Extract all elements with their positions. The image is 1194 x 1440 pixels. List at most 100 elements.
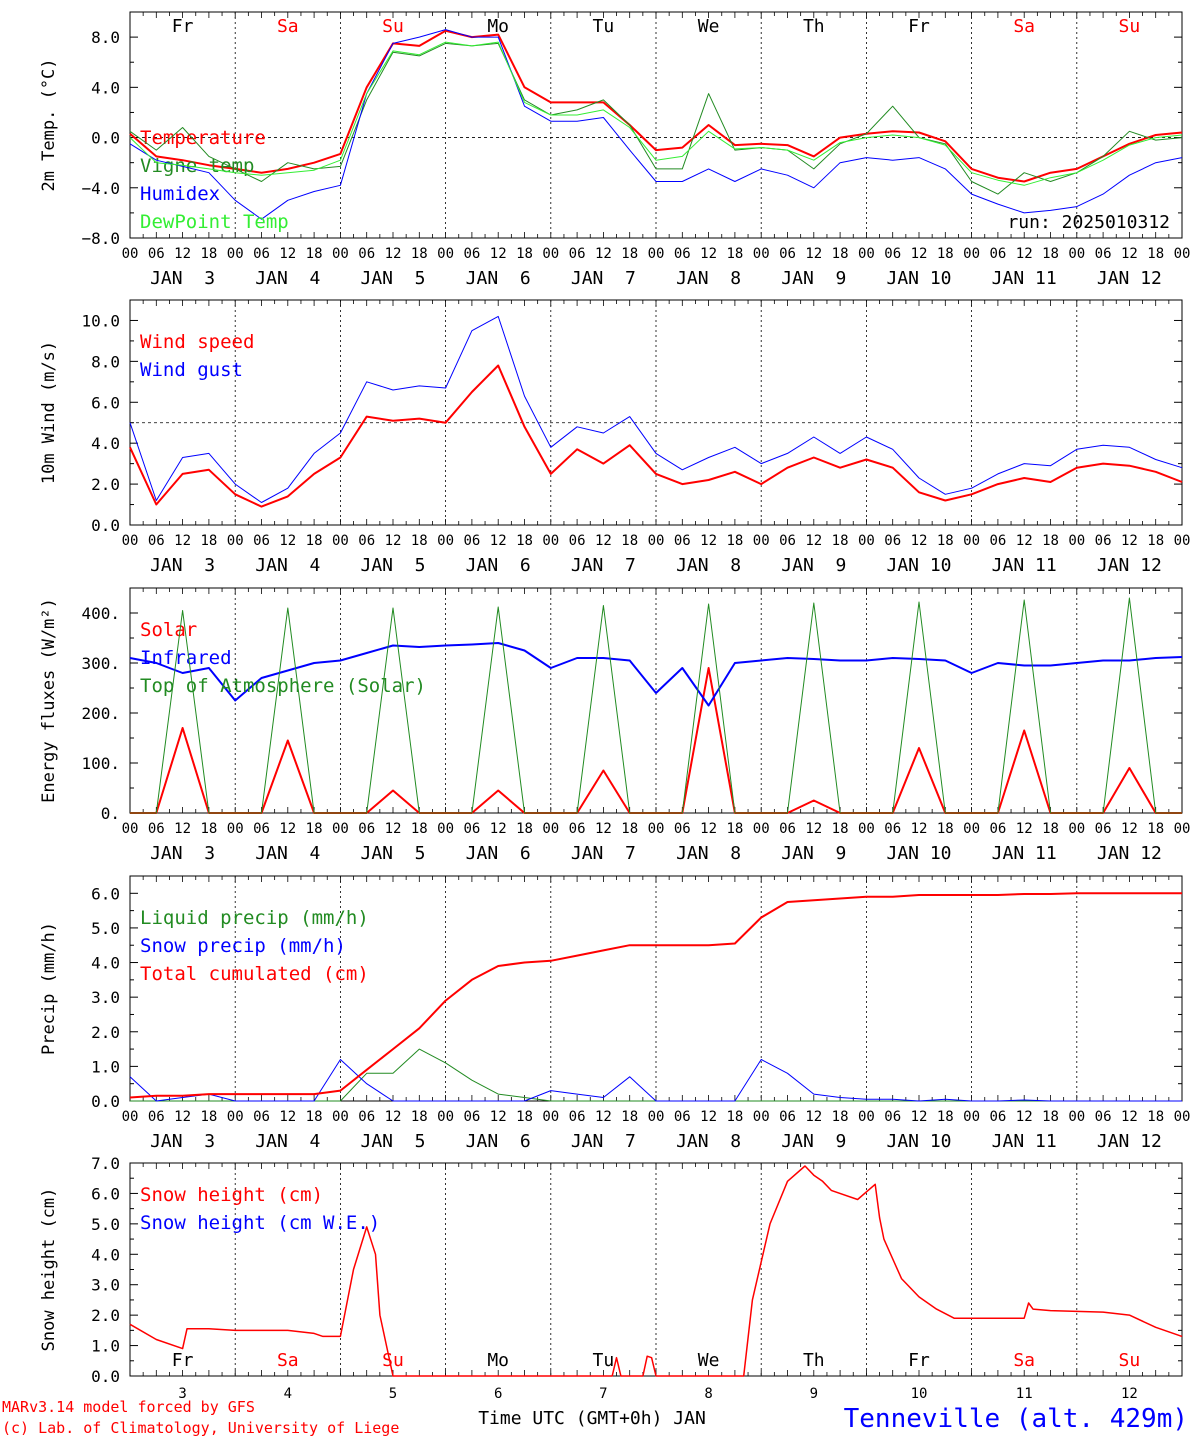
hour-tick-label: 06 (463, 533, 480, 549)
hour-tick-label: 18 (1042, 821, 1059, 837)
date-label: JAN 7 (571, 555, 636, 576)
y-tick-label: 4.0 (91, 434, 120, 453)
y-tick-label: 6.0 (91, 1184, 120, 1203)
hour-tick-label: 00 (963, 1109, 980, 1125)
hour-tick-label: 00 (963, 821, 980, 837)
hour-tick-label: 00 (1068, 1109, 1085, 1125)
day-name-label: Su (382, 16, 404, 37)
credit-line-2: (c) Lab. of Climatology, University of L… (2, 1419, 399, 1437)
y-tick-label: 5.0 (91, 919, 120, 938)
date-label: JAN 6 (466, 843, 531, 864)
date-label: JAN 4 (255, 1131, 320, 1152)
y-tick-label: 5.0 (91, 1215, 120, 1234)
date-label: JAN 5 (360, 268, 425, 289)
hour-tick-label: 18 (621, 246, 638, 262)
hour-tick-label: 18 (937, 821, 954, 837)
hour-tick-label: 06 (779, 533, 796, 549)
series-line-wind-gust (129, 315, 1183, 503)
y-tick-label: 0.0 (91, 1367, 120, 1386)
panel-3: 0. 100. 200. 300. 400. Energy fluxes (W/m²) So… (39, 587, 1191, 864)
date-label: JAN 11 (992, 843, 1057, 864)
date-label: JAN 11 (992, 1131, 1057, 1152)
hour-tick-label: 12 (1016, 533, 1033, 549)
hour-tick-label: 06 (253, 246, 270, 262)
hour-tick-label: 00 (858, 821, 875, 837)
legend-entry: Infrared (140, 647, 232, 669)
day-name-label: Fr (172, 16, 194, 37)
hour-tick-label: 12 (1121, 246, 1138, 262)
day-number-label: 7 (599, 1386, 607, 1402)
hour-tick-label: 00 (648, 1109, 665, 1125)
hour-tick-label: 12 (595, 821, 612, 837)
hour-tick-label: 12 (595, 246, 612, 262)
date-label: JAN 12 (1097, 1131, 1162, 1152)
day-number-label: 8 (704, 1386, 712, 1402)
hour-tick-label: 18 (726, 1109, 743, 1125)
hour-tick-label: 00 (1174, 246, 1191, 262)
date-label: JAN 9 (781, 268, 846, 289)
hour-tick-label: 12 (174, 1109, 191, 1125)
hour-tick-label: 00 (122, 533, 139, 549)
legend-entry: Snow height (cm W.E.) (140, 1212, 380, 1234)
day-number-label: 6 (494, 1386, 502, 1402)
hour-tick-label: 12 (805, 533, 822, 549)
hour-tick-label: 00 (1174, 821, 1191, 837)
series-line-top-of-atmosphere-solar- (130, 597, 1182, 814)
hour-tick-label: 18 (621, 1109, 638, 1125)
hour-tick-label: 12 (700, 1109, 717, 1125)
hour-tick-label: 18 (411, 533, 428, 549)
date-label: JAN 5 (360, 1131, 425, 1152)
hour-tick-label: 06 (358, 1109, 375, 1125)
hour-tick-label: 06 (358, 246, 375, 262)
series-line-infrared (129, 642, 1183, 707)
day-name-label: Th (803, 16, 825, 37)
hour-tick-label: 18 (621, 533, 638, 549)
hour-tick-label: 00 (437, 821, 454, 837)
hour-tick-label: 06 (884, 821, 901, 837)
station-name: Tenneville (alt. 429m) (844, 1404, 1188, 1434)
hour-tick-label: 06 (884, 533, 901, 549)
panel-4: 0.0 1.0 2.0 3.0 4.0 5.0 6.0 Precip (mm/h) Liquid… (39, 875, 1190, 1152)
hour-tick-label: 06 (253, 533, 270, 549)
date-label: JAN 7 (571, 843, 636, 864)
hour-tick-label: 00 (1068, 246, 1085, 262)
y-tick-label: 2.0 (91, 1306, 120, 1325)
day-name-label: Sa (277, 16, 299, 37)
hour-tick-label: 12 (385, 246, 402, 262)
hour-tick-label: 06 (674, 1109, 691, 1125)
y-tick-label: 0. (101, 804, 120, 823)
hour-tick-label: 00 (542, 246, 559, 262)
hour-tick-label: 00 (963, 533, 980, 549)
hour-tick-label: 12 (911, 1109, 928, 1125)
day-name-label: Fr (908, 1350, 930, 1371)
hour-tick-label: 18 (1042, 246, 1059, 262)
legend-entry: Temperature (140, 127, 266, 149)
hour-tick-label: 18 (832, 246, 849, 262)
hour-tick-label: 18 (1147, 1109, 1164, 1125)
hour-tick-label: 06 (1095, 1109, 1112, 1125)
day-number-label: 11 (1016, 1386, 1033, 1402)
hour-tick-label: 18 (306, 246, 323, 262)
hour-tick-label: 18 (200, 246, 217, 262)
hour-tick-label: 00 (1174, 533, 1191, 549)
hour-tick-label: 12 (174, 246, 191, 262)
y-axis-label: 2m Temp. (°C) (39, 58, 59, 191)
hour-tick-label: 12 (1121, 1109, 1138, 1125)
y-tick-label: 8.0 (91, 28, 120, 47)
hour-tick-label: 06 (989, 246, 1006, 262)
date-label: JAN 12 (1097, 268, 1162, 289)
hour-tick-label: 06 (569, 1109, 586, 1125)
day-name-label: We (698, 1350, 720, 1371)
hour-tick-label: 12 (595, 1109, 612, 1125)
date-label: JAN 10 (886, 555, 951, 576)
hour-tick-label: 00 (542, 1109, 559, 1125)
hour-tick-label: 18 (937, 533, 954, 549)
date-label: JAN 10 (886, 843, 951, 864)
hour-tick-label: 00 (122, 821, 139, 837)
legend-entry: Total cumulated (cm) (140, 963, 369, 985)
hour-tick-label: 12 (911, 821, 928, 837)
hour-tick-label: 12 (1121, 533, 1138, 549)
hour-tick-label: 06 (569, 533, 586, 549)
hour-tick-label: 12 (700, 821, 717, 837)
hour-tick-label: 18 (1147, 246, 1164, 262)
